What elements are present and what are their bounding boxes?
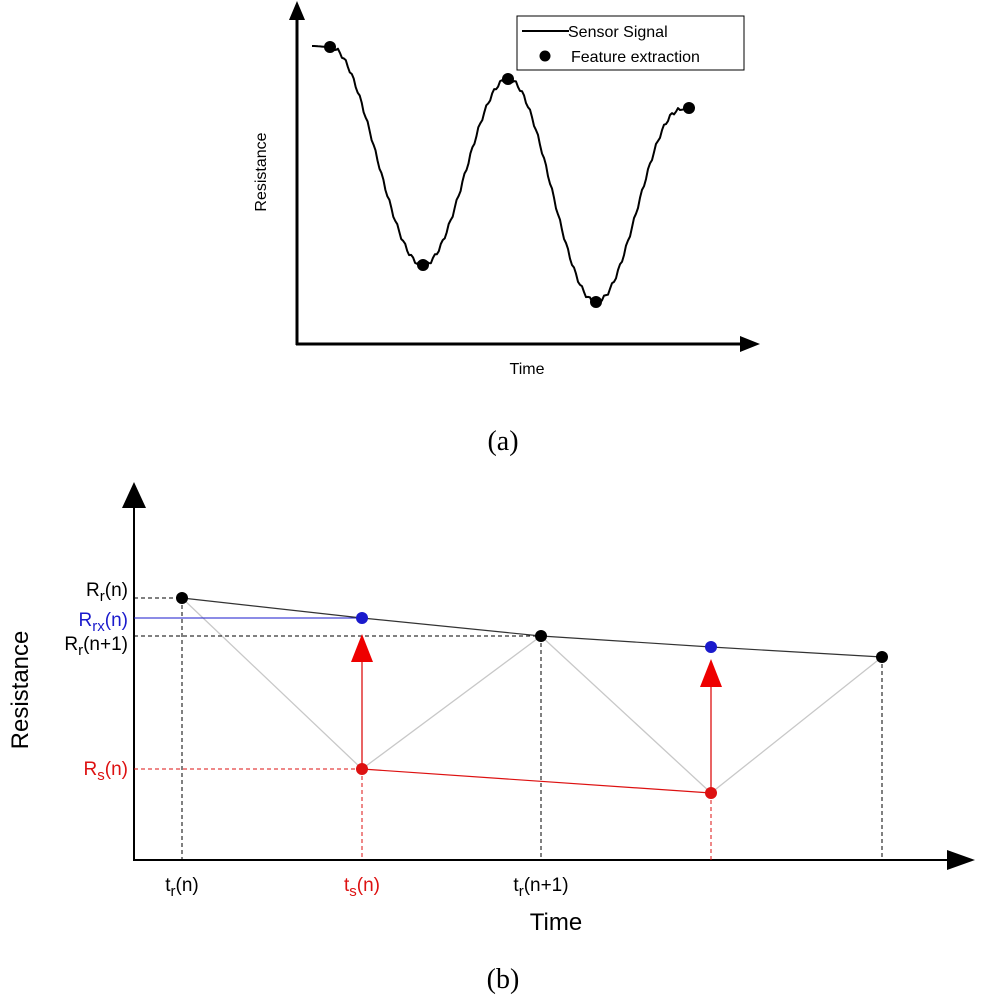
sample-point <box>356 763 368 775</box>
reference-guides <box>134 597 883 860</box>
label-rrx-n: Rrx(n) <box>79 610 128 635</box>
label-rs-n: Rs(n) <box>84 759 128 784</box>
envelope-zigzag <box>181 597 883 794</box>
panel-b-caption: (b) <box>487 964 520 995</box>
sample-point <box>705 787 717 799</box>
legend-marker-swatch <box>539 50 551 62</box>
panel-a-x-axis-label: Time <box>510 361 545 378</box>
panel-a-caption: (a) <box>487 426 518 457</box>
correction-arrow-head <box>351 634 373 662</box>
feature-point <box>502 73 514 85</box>
feature-point <box>417 259 429 271</box>
panel-b-y-axis-arrow <box>122 482 146 508</box>
label-tr-n: tr(n) <box>165 875 199 900</box>
panel-a-legend: Sensor Signal Feature extraction <box>516 15 745 71</box>
panel-a-x-axis-arrow <box>740 336 760 352</box>
label-rr-n: Rr(n) <box>86 580 128 605</box>
sensor-signal-line <box>312 44 690 305</box>
correction-arrow-head <box>700 659 722 687</box>
feature-point <box>683 102 695 114</box>
label-ts-n: ts(n) <box>344 875 380 900</box>
reference-point <box>535 630 547 642</box>
sample-guides <box>134 768 712 860</box>
corrected-point <box>705 641 717 653</box>
legend-box <box>516 15 745 71</box>
panel-b: Rr(n) Rrx(n) Rr(n+1) Rs(n) tr(n) ts(n) t… <box>7 482 975 995</box>
reference-point <box>176 592 188 604</box>
panel-b-x-axis-label: Time <box>530 909 582 936</box>
panel-b-x-axis-arrow <box>947 850 975 870</box>
panel-a-y-axis-label: Resistance <box>253 132 270 211</box>
legend-line-label: Sensor Signal <box>568 24 668 41</box>
reference-point <box>876 651 888 663</box>
label-rr-n1: Rr(n+1) <box>64 634 128 659</box>
panel-b-y-axis-label: Resistance <box>7 631 34 750</box>
feature-point <box>324 41 336 53</box>
corrected-point <box>356 612 368 624</box>
feature-point <box>590 296 602 308</box>
label-tr-n1: tr(n+1) <box>513 875 568 900</box>
sample-line <box>361 768 712 794</box>
panel-a-y-axis-arrow <box>289 1 305 20</box>
legend-marker-label: Feature extraction <box>571 49 700 66</box>
panel-a: Resistance Time Sensor Signal Feature ex… <box>253 1 760 457</box>
reference-line <box>181 597 883 658</box>
